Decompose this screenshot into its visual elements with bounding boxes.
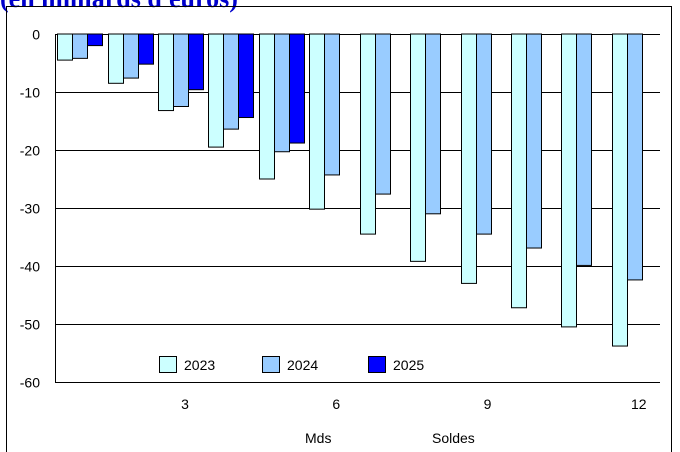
bar-2025 [138,33,154,65]
bar-2023 [561,33,577,328]
bar-2024 [123,33,139,79]
x-tick-label: 6 [332,396,340,412]
bar-2023 [410,33,426,262]
x-tick-label: 9 [484,396,492,412]
bar-2024 [375,33,391,195]
y-tick-label: -60 [20,375,40,391]
legend-swatch-2024 [262,356,280,373]
bar-2024 [72,33,88,59]
bar-2024 [526,33,542,249]
footer-label: Soldes [432,430,475,446]
bar-2024 [576,33,592,266]
legend-swatch-2025 [368,356,386,373]
bar-2023 [360,33,376,235]
bar-2025 [238,33,254,119]
bar-2025 [188,33,204,91]
bar-2023 [108,33,124,84]
bar-2024 [476,33,492,235]
bar-2023 [57,33,73,61]
bar-2023 [309,33,325,210]
legend-label-2025: 2025 [393,357,424,373]
bar-2023 [511,33,527,309]
bar-2023 [158,33,174,112]
bar-2024 [324,33,340,176]
footer-label: Mds [305,430,331,446]
bar-2025 [289,33,305,144]
y-tick-label: -10 [20,85,40,101]
y-tick-label: -30 [20,201,40,217]
y-tick-label: -20 [20,143,40,159]
legend-label-2023: 2023 [184,357,215,373]
y-tick-label: -50 [20,317,40,333]
bar-2024 [425,33,441,215]
bar-2023 [461,33,477,284]
chart-frame [6,6,672,452]
bar-2024 [173,33,189,107]
bar-2025 [87,33,103,47]
bar-2024 [627,33,643,281]
bar-2024 [223,33,239,130]
x-tick-label: 3 [181,396,189,412]
legend-label-2024: 2024 [287,357,318,373]
x-tick-label: 12 [631,396,647,412]
y-tick-label: 0 [32,27,40,43]
bar-2024 [274,33,290,153]
bar-2023 [208,33,224,148]
bar-2023 [259,33,275,180]
bar-2023 [612,33,628,347]
legend-swatch-2023 [159,356,177,373]
y-tick-label: -40 [20,259,40,275]
